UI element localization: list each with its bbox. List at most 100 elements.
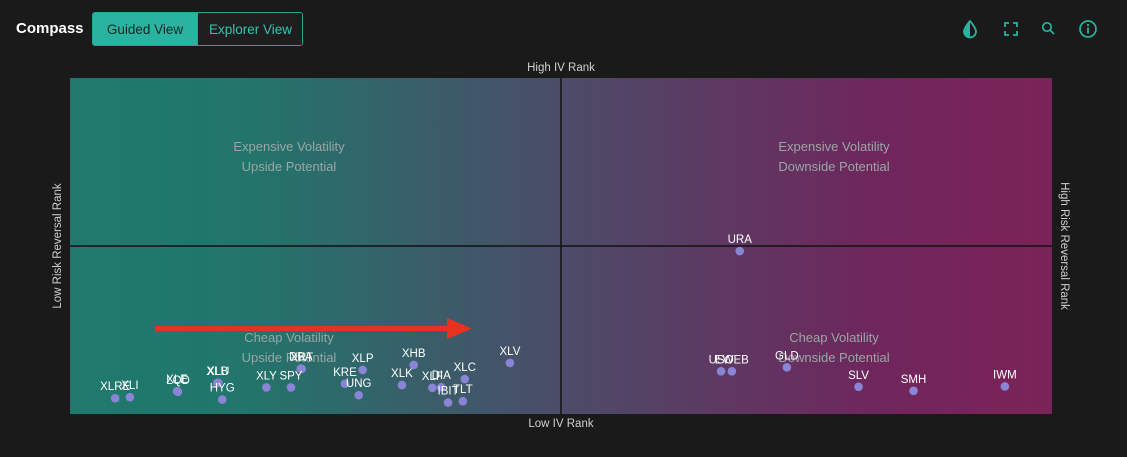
point-marker-ung[interactable] bbox=[354, 390, 364, 400]
quadrant-label-bottom-left-line1: Cheap Volatility bbox=[244, 330, 334, 345]
point-marker-slv[interactable] bbox=[854, 382, 863, 392]
point-marker-xhb[interactable] bbox=[409, 360, 419, 370]
point-hyg[interactable]: HYG bbox=[210, 383, 235, 404]
point-marker-xli[interactable] bbox=[125, 392, 135, 402]
point-label-xle: XLE bbox=[166, 374, 188, 386]
point-marker-uso[interactable] bbox=[716, 367, 726, 376]
point-marker-ura[interactable] bbox=[735, 246, 745, 256]
point-label-ura: URA bbox=[728, 234, 753, 246]
point-label-xlv: XLV bbox=[499, 346, 520, 358]
point-xlk[interactable]: XLK bbox=[391, 368, 413, 390]
view-toggle: Guided View Explorer View bbox=[92, 12, 303, 46]
quadrant-label-bottom-left-line2: Upside Potential bbox=[242, 350, 337, 365]
point-xlv[interactable]: XLV bbox=[499, 346, 521, 368]
point-label-lqd: LQD bbox=[166, 375, 190, 387]
point-xle[interactable]: XLE bbox=[166, 374, 188, 396]
point-marker-xlc[interactable] bbox=[460, 374, 470, 384]
point-label-iwm: IWM bbox=[993, 369, 1017, 381]
trend-arrow bbox=[155, 318, 472, 339]
point-marker-xly[interactable] bbox=[262, 383, 271, 392]
point-eweb[interactable]: EWEB bbox=[715, 354, 749, 376]
quadrant-label-top-left-line1: Expensive Volatility bbox=[233, 139, 345, 154]
point-iwm[interactable]: IWM bbox=[993, 369, 1017, 391]
point-xlf[interactable]: XLF bbox=[422, 371, 443, 393]
point-label-kre: KRE bbox=[333, 367, 357, 379]
point-label-uso: USO bbox=[709, 354, 734, 366]
point-gld[interactable]: GLD bbox=[775, 350, 799, 372]
point-label-xlu: XLU bbox=[207, 366, 229, 378]
quadrant-label-top-left-line2: Upside Potential bbox=[242, 159, 337, 174]
point-xhb[interactable]: XHB bbox=[402, 348, 426, 370]
point-ung[interactable]: UNG bbox=[346, 378, 372, 400]
point-label-hyg: HYG bbox=[210, 383, 235, 395]
point-marker-xlu[interactable] bbox=[213, 378, 223, 388]
point-xli[interactable]: XLI bbox=[121, 380, 139, 402]
point-xly[interactable]: XLY bbox=[256, 370, 277, 392]
point-xlc[interactable]: XLC bbox=[454, 362, 476, 384]
point-uso[interactable]: USO bbox=[709, 354, 734, 376]
point-spy[interactable]: SPY bbox=[279, 370, 303, 392]
point-marker-tlt[interactable] bbox=[458, 396, 468, 406]
point-marker-xlv[interactable] bbox=[505, 358, 515, 368]
point-marker-hyg[interactable] bbox=[217, 395, 227, 404]
point-label-tlt: TLT bbox=[453, 384, 473, 396]
point-label-xlk: XLK bbox=[391, 368, 413, 380]
point-slv[interactable]: SLV bbox=[848, 370, 869, 392]
point-ibit[interactable]: IBIT bbox=[438, 386, 459, 407]
point-smh[interactable]: SMH bbox=[901, 374, 927, 396]
point-marker-smh[interactable] bbox=[909, 386, 918, 396]
point-label-smh: SMH bbox=[901, 374, 927, 386]
point-kre[interactable]: KRE bbox=[333, 367, 357, 389]
point-xlu[interactable]: XLU bbox=[207, 366, 229, 388]
trend-arrow-head bbox=[447, 318, 472, 339]
app-title: Compass bbox=[16, 20, 84, 37]
info-icon[interactable] bbox=[1078, 19, 1098, 39]
point-xrt[interactable]: XRT bbox=[290, 352, 313, 374]
point-label-eweb: EWEB bbox=[715, 354, 749, 366]
axis-label-top: High IV Rank bbox=[527, 62, 595, 74]
contrast-icon[interactable] bbox=[960, 19, 980, 39]
point-marker-xrt[interactable] bbox=[297, 364, 307, 374]
point-label-ibit: IBIT bbox=[438, 386, 459, 398]
point-marker-xlre[interactable] bbox=[110, 393, 120, 403]
point-marker-iwm[interactable] bbox=[1000, 382, 1010, 391]
tab-explorer-view[interactable]: Explorer View bbox=[197, 13, 302, 45]
point-tlt[interactable]: TLT bbox=[453, 384, 473, 406]
quadrant-label-bottom-right-line2: Downside Potential bbox=[778, 350, 889, 365]
point-label-xlf: XLF bbox=[422, 371, 443, 383]
quadrant-label-top-right-line1: Expensive Volatility bbox=[778, 139, 890, 154]
point-marker-xlf[interactable] bbox=[428, 383, 437, 393]
point-label-slv: SLV bbox=[848, 370, 869, 382]
point-ura[interactable]: URA bbox=[728, 234, 753, 256]
point-label-dba: DBA bbox=[289, 352, 313, 364]
point-label-xhb: XHB bbox=[402, 348, 426, 360]
point-marker-xlp[interactable] bbox=[358, 365, 367, 375]
point-label-xlre: XLRE bbox=[100, 381, 130, 393]
point-marker-ibit[interactable] bbox=[443, 398, 453, 407]
point-xlre[interactable]: XLRE bbox=[100, 381, 131, 403]
point-label-xlc: XLC bbox=[454, 362, 476, 374]
zoom-icon[interactable] bbox=[1039, 19, 1059, 39]
point-marker-kre[interactable] bbox=[340, 379, 350, 389]
point-marker-xlk[interactable] bbox=[397, 380, 407, 390]
point-label-xrt: XRT bbox=[290, 352, 313, 364]
point-marker-gld[interactable] bbox=[782, 362, 792, 372]
point-label-xlb: XLB bbox=[206, 366, 228, 378]
point-marker-xle[interactable] bbox=[172, 386, 182, 396]
quadrant-label-top-right-line2: Downside Potential bbox=[778, 159, 889, 174]
axis-label-right: High Risk Reversal Rank bbox=[1058, 182, 1070, 310]
trend-arrow-shaft bbox=[155, 326, 450, 331]
fullscreen-icon[interactable] bbox=[1001, 19, 1021, 39]
point-xlp[interactable]: XLP bbox=[352, 353, 374, 375]
point-dia[interactable]: DIA bbox=[432, 370, 452, 392]
point-marker-spy[interactable] bbox=[286, 383, 296, 392]
point-marker-dia[interactable] bbox=[436, 382, 446, 392]
axis-label-left: Low Risk Reversal Rank bbox=[52, 183, 64, 309]
tab-guided-view[interactable]: Guided View bbox=[93, 13, 197, 45]
point-label-dia: DIA bbox=[432, 370, 452, 382]
point-label-xly: XLY bbox=[256, 370, 277, 382]
point-label-xlp: XLP bbox=[352, 353, 374, 365]
point-marker-eweb[interactable] bbox=[727, 367, 737, 376]
